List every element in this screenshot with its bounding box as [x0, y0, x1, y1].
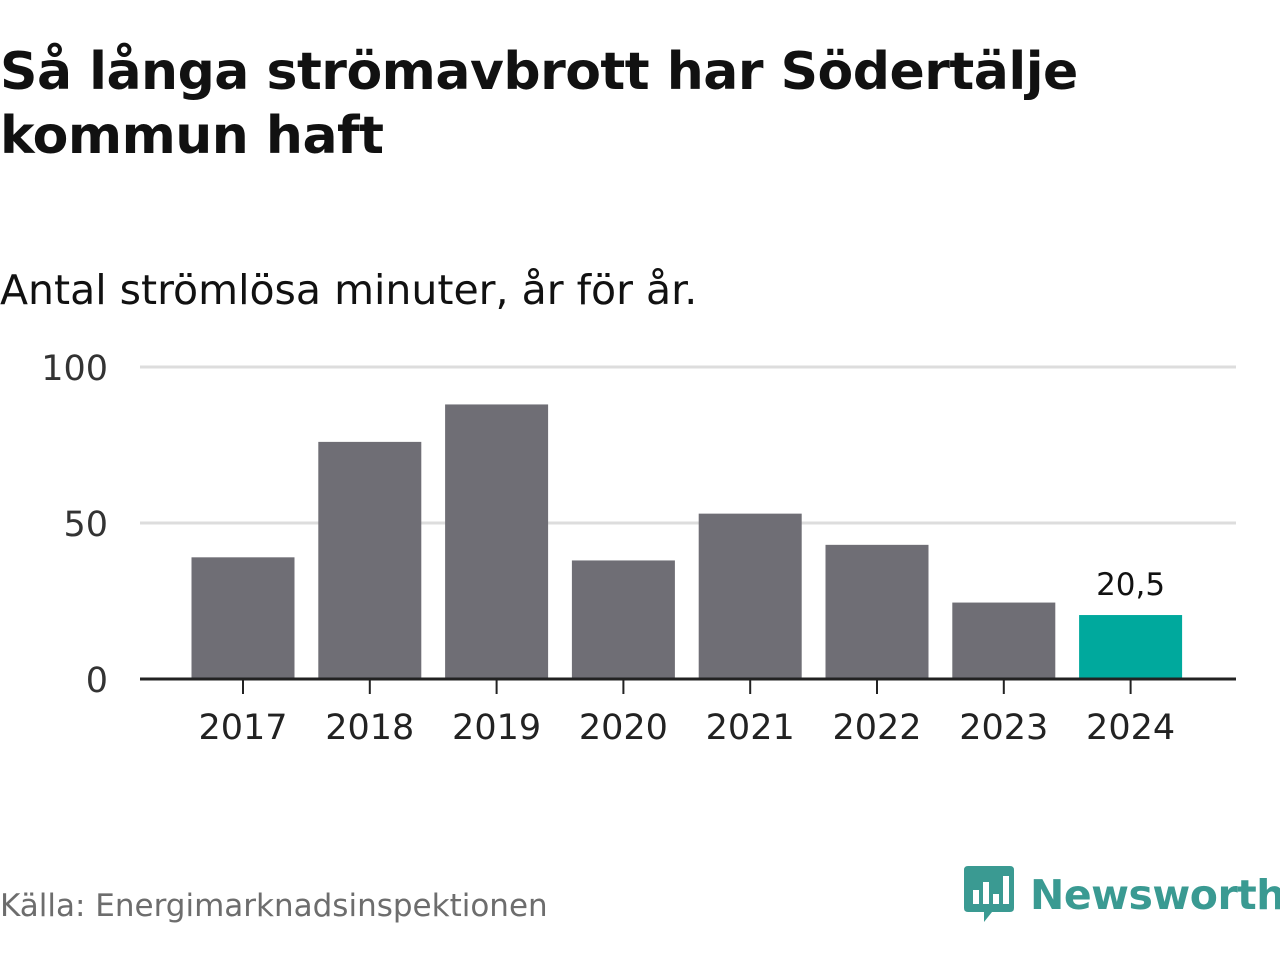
- data-labels: 20,5: [1096, 567, 1165, 603]
- x-tick-label: 2021: [706, 708, 795, 748]
- y-tick-label: 50: [63, 505, 108, 545]
- brand: Newsworthy: [962, 862, 1280, 928]
- x-tick-label: 2022: [832, 708, 921, 748]
- y-tick-label: 0: [86, 661, 108, 701]
- brand-name: Newsworthy: [1030, 871, 1280, 919]
- bar-2020: [571, 560, 675, 679]
- data-label: 20,5: [1096, 567, 1165, 603]
- bar-2021: [698, 513, 802, 679]
- x-tick-label: 2024: [1086, 708, 1175, 748]
- bar-2019: [445, 404, 549, 679]
- newsworthy-logo-icon: [964, 866, 1014, 922]
- gridlines: [140, 365, 1236, 525]
- bar-2024: [1079, 615, 1183, 679]
- chart-title: Så långa strömavbrott har Södertälje kom…: [0, 42, 1078, 166]
- x-tick-label: 2017: [198, 708, 287, 748]
- chart-subtitle: Antal strömlösa minuter, år för år.: [0, 266, 698, 314]
- y-tick-label: 100: [41, 349, 108, 389]
- source-note: Källa: Energimarknadsinspektionen: [0, 888, 548, 924]
- bar-2017: [191, 557, 295, 679]
- x-tick-label: 2019: [452, 708, 541, 748]
- bar-chart: 0 50 100 20,5 2017 2018 2019 2020 2021 2022 2023…: [41, 349, 1236, 748]
- x-axis-ticks: 2017 2018 2019 2020 2021 2022 2023 2024: [198, 679, 1175, 748]
- bars: [191, 404, 1183, 679]
- bar-2023: [952, 602, 1056, 679]
- bar-2018: [318, 441, 422, 679]
- x-tick-label: 2023: [959, 708, 1048, 748]
- bar-2022: [825, 544, 929, 679]
- x-tick-label: 2020: [579, 708, 668, 748]
- x-tick-label: 2018: [325, 708, 414, 748]
- y-axis-ticks: 0 50 100: [41, 349, 108, 701]
